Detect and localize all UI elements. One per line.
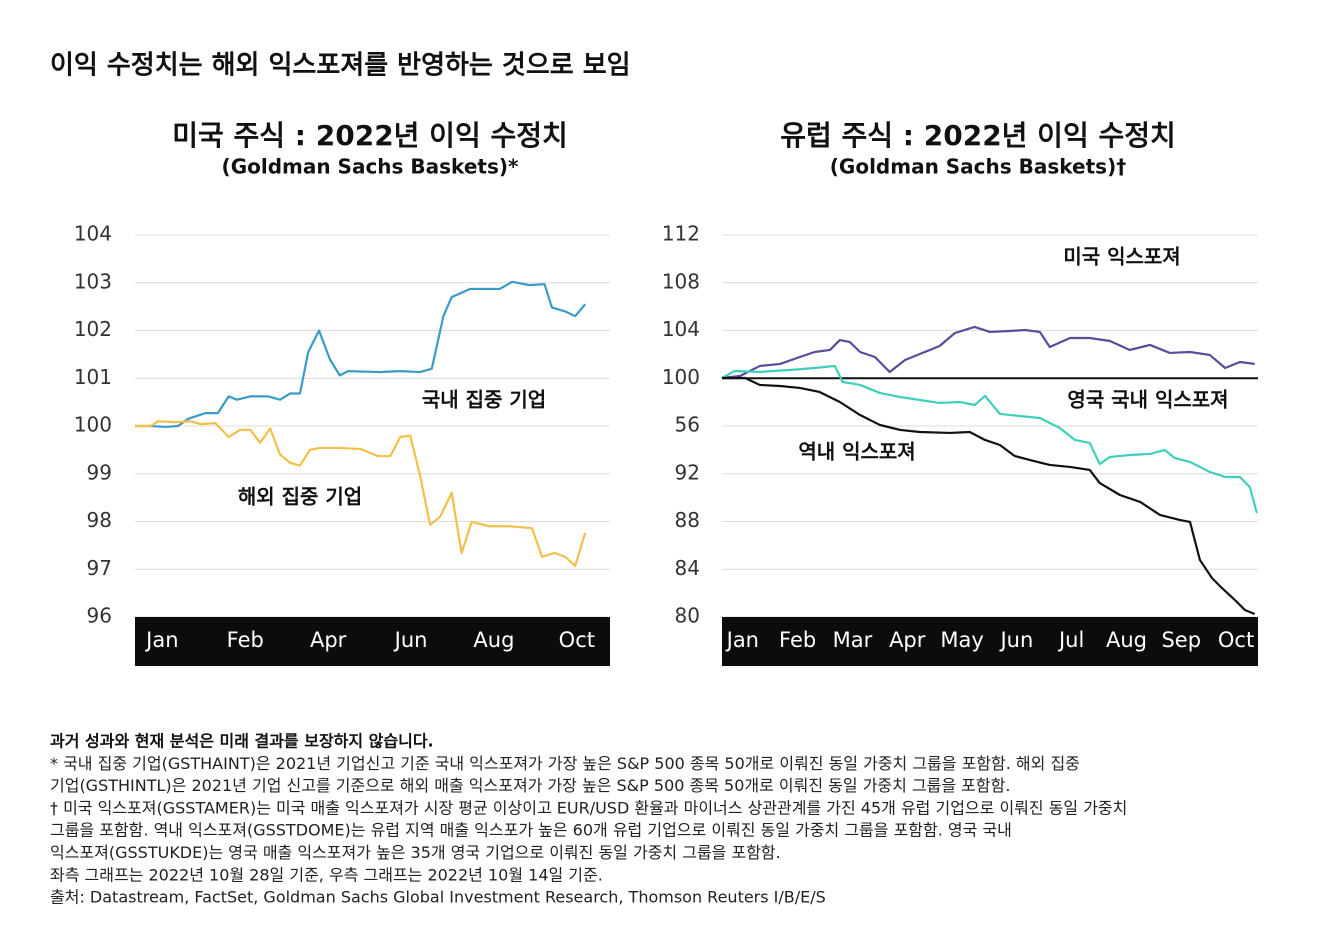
y-tick-label: 56 [675, 413, 700, 437]
x-tick-label: Jan [725, 628, 759, 652]
series-line [135, 420, 587, 568]
y-tick-label: 101 [74, 365, 112, 389]
y-tick-label: 100 [662, 365, 700, 389]
y-tick-label: 112 [662, 222, 700, 246]
y-tick-label: 97 [87, 556, 112, 580]
series-label: 해외 집중 기업 [238, 485, 362, 509]
y-tick-label: 88 [675, 508, 700, 532]
x-tick-label: Jan [144, 628, 178, 652]
footnote: 출처: Datastream, FactSet, Goldman Sachs G… [50, 888, 826, 907]
y-tick-label: 92 [675, 460, 700, 484]
series-label: 역내 익스포져 [798, 440, 915, 464]
x-tick-label: Apr [889, 628, 926, 652]
series-line [135, 280, 586, 429]
y-tick-label: 99 [87, 460, 112, 484]
chart-subtitle: (Goldman Sachs Baskets)* [222, 155, 519, 179]
series-line [721, 364, 1258, 514]
series-line [721, 325, 1255, 380]
x-tick-label: Jun [998, 628, 1033, 652]
series-label: 국내 집중 기업 [422, 388, 546, 412]
x-tick-label: Oct [559, 628, 595, 652]
series-line [722, 376, 1256, 616]
x-axis-band [135, 617, 610, 666]
y-tick-label: 108 [662, 269, 700, 293]
footnote: * 국내 집중 기업(GSTHAINT)은 2021년 기업신고 기준 국내 익… [50, 754, 1080, 773]
x-tick-label: Feb [227, 628, 264, 652]
y-tick-label: 104 [662, 317, 700, 341]
footnote: 기업(GSTHINTL)은 2021년 기업 신고를 기준으로 해외 매출 익스… [50, 776, 1010, 795]
x-tick-label: Jul [1057, 628, 1084, 652]
x-axis-band [722, 617, 1258, 666]
y-tick-label: 102 [74, 317, 112, 341]
chart-title: 유럽 주식 : 2022년 이익 수정치 [780, 119, 1175, 152]
chart-title: 미국 주식 : 2022년 이익 수정치 [172, 119, 567, 152]
series-label: 영국 국내 익스포져 [1067, 388, 1228, 412]
y-tick-label: 96 [87, 604, 112, 628]
footnote: 좌측 그래프는 2022년 10월 28일 기준, 우측 그래프는 2022년 … [50, 865, 603, 884]
x-tick-label: Jun [393, 628, 428, 652]
y-tick-label: 103 [74, 269, 112, 293]
x-tick-label: Mar [833, 628, 873, 652]
x-tick-label: Sep [1161, 628, 1201, 652]
y-tick-label: 100 [74, 413, 112, 437]
x-tick-label: Apr [310, 628, 347, 652]
y-tick-label: 104 [74, 222, 112, 246]
y-tick-label: 80 [675, 604, 700, 628]
x-tick-label: Aug [473, 628, 514, 652]
y-tick-label: 98 [87, 508, 112, 532]
y-tick-label: 84 [675, 556, 700, 580]
x-tick-label: Oct [1218, 628, 1254, 652]
footnote: 익스포져(GSSTUKDE)는 영국 매출 익스포져가 높은 35개 영국 기업… [50, 843, 781, 862]
footnote: † 미국 익스포져(GSSTAMER)는 미국 매출 익스포져가 시장 평균 이… [50, 798, 1127, 817]
x-tick-label: May [940, 628, 983, 652]
x-tick-label: Aug [1106, 628, 1147, 652]
footnote: 그룹을 포함함. 역내 익스포져(GSSTDOME)는 유럽 지역 매출 익스포… [50, 821, 1012, 840]
footnote: 과거 성과와 현재 분석은 미래 결과를 보장하지 않습니다. [50, 732, 434, 751]
page-title: 이익 수정치는 해외 익스포져를 반영하는 것으로 보임 [50, 51, 631, 81]
x-tick-label: Feb [779, 628, 816, 652]
series-label: 미국 익스포져 [1063, 245, 1180, 269]
chart-subtitle: (Goldman Sachs Baskets)† [830, 155, 1126, 179]
